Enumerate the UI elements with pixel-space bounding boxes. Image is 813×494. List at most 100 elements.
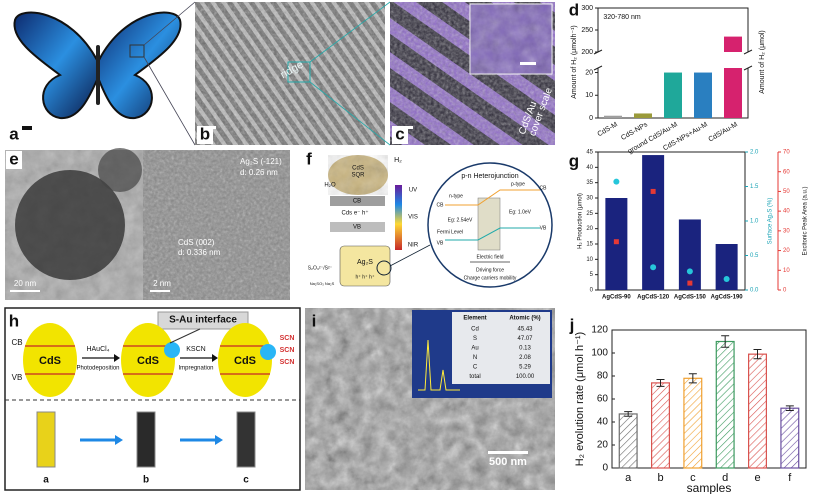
y-tick-label: 0	[589, 115, 593, 122]
point	[650, 264, 657, 271]
diagram-text: Fermi Level	[437, 229, 463, 235]
tem-images	[5, 148, 290, 300]
step-label: HAuCl₄	[86, 346, 109, 353]
y-tick-label: 0	[783, 288, 787, 294]
y-tick-label: 40	[783, 209, 790, 215]
point	[650, 188, 656, 194]
sem-cover-scale	[390, 2, 555, 145]
point	[613, 178, 620, 185]
lattice-label: d: 0.26 nm	[240, 168, 278, 177]
y-tick-label: 10	[783, 268, 790, 274]
bar	[618, 413, 638, 469]
error-bar	[688, 373, 697, 384]
vial-label: a	[43, 475, 49, 486]
table-header: Element	[463, 316, 486, 322]
error-bar	[656, 378, 665, 387]
point	[613, 239, 619, 245]
bar	[642, 155, 665, 290]
diagram-text: p-type	[511, 181, 525, 187]
x-tick-label: AgCdS-150	[674, 295, 707, 301]
error-bar	[624, 411, 633, 417]
x-tick-label: a	[625, 472, 632, 484]
y-tick-label: 25	[586, 211, 593, 217]
diagram-text: H₂	[394, 157, 402, 164]
ligand-label: SCN	[280, 335, 295, 342]
table-header: Atomic (%)	[509, 316, 540, 322]
table-cell: Au	[471, 346, 478, 352]
diagram-text: H₂O	[324, 183, 336, 189]
panel-label: j	[569, 315, 575, 334]
lattice-label: CdS (002)	[178, 238, 215, 247]
diagram-text: VB	[353, 225, 361, 231]
sem-ridges	[195, 1, 391, 146]
bar	[604, 115, 622, 118]
y-tick-label: 35	[586, 180, 593, 186]
panel-label: i	[312, 311, 317, 330]
vial-label: b	[143, 475, 149, 486]
butterfly-photo	[5, 1, 196, 146]
diagram-text: Eg: 1.0eV	[509, 209, 532, 215]
diagram-text: n-type	[449, 193, 463, 199]
bar	[664, 72, 682, 118]
y-tick-label: 200	[581, 49, 593, 56]
x-tick-label: f	[788, 472, 792, 484]
bar	[683, 377, 703, 469]
lattice-label: Ag₂S (-121)	[240, 157, 282, 166]
error-bar	[721, 335, 730, 348]
diagram-text: CB	[437, 202, 445, 208]
y-tick-label: 120	[591, 325, 608, 336]
scale-label: 20 nm	[14, 279, 37, 288]
table-cell: total	[469, 374, 480, 380]
particle-label: CdS	[39, 355, 61, 367]
diagram-text: Cds e⁻ h⁺	[341, 210, 368, 217]
y-tick-label: 0	[590, 288, 594, 294]
y-axis-label: Surface Ag₂S (%)	[768, 198, 774, 245]
point	[723, 275, 730, 282]
table-cell: 2.08	[519, 355, 531, 361]
y-tick-label: 60	[597, 394, 609, 405]
x-tick-label: AgCdS-190	[711, 295, 744, 301]
panel-label: b	[200, 124, 210, 143]
diagram-text: S₂O₃²⁻/S²⁻	[308, 265, 333, 271]
step-label: Impregnation	[178, 366, 213, 372]
diagram-text: CB	[353, 199, 361, 205]
x-tick-label: e	[754, 472, 760, 484]
y-tick-label: 250	[581, 27, 593, 34]
table-cell: 0.13	[519, 346, 531, 352]
table-cell: 100.00	[516, 374, 535, 380]
x-tick-label: CdS-M	[597, 121, 620, 138]
panel-label: c	[395, 124, 404, 143]
y-axis-label: Amount of H₂ (μmolh⁻¹)	[571, 25, 578, 98]
scale-label: 500 nm	[489, 456, 527, 468]
annotation: 320-780 nm	[603, 14, 641, 21]
table-cell: C	[473, 365, 478, 371]
y-tick-label: 5	[590, 272, 594, 278]
synthesis-scheme	[4, 307, 301, 491]
diagram-text: Driving force	[476, 267, 504, 273]
y-tick-label: 20	[586, 226, 593, 232]
y-axis-label: H₂ evolution rate (μmol h⁻¹)	[574, 332, 586, 466]
table-cell: 5.29	[519, 365, 531, 371]
y-tick-label: 1.5	[750, 184, 759, 190]
y-tick-label: 40	[586, 165, 593, 171]
plot-frame	[611, 329, 807, 469]
table-cell: N	[473, 355, 477, 361]
x-tick-label: CdS/Au-M	[707, 121, 739, 143]
bar	[780, 407, 800, 469]
diagram-text: VB	[437, 240, 444, 246]
y-tick-label: 10	[586, 257, 593, 263]
y-tick-label: 20	[597, 440, 609, 451]
diagram-text: SQR	[351, 173, 365, 179]
y-tick-label: 2.0	[750, 150, 759, 156]
x-tick-label: AgCdS-90	[602, 295, 631, 301]
y-axis-label: H₂ Production (μmol)	[578, 193, 584, 249]
diagram-text: VIS	[408, 215, 418, 221]
panel-label: d	[569, 0, 579, 19]
bar	[678, 219, 701, 290]
y-tick-label: 60	[783, 169, 790, 175]
x-tick-label: b	[657, 472, 663, 484]
particle-label: CdS	[234, 355, 256, 367]
axis-break	[593, 49, 753, 71]
diagram-text: VB	[540, 225, 547, 231]
panel-label: e	[9, 149, 18, 168]
